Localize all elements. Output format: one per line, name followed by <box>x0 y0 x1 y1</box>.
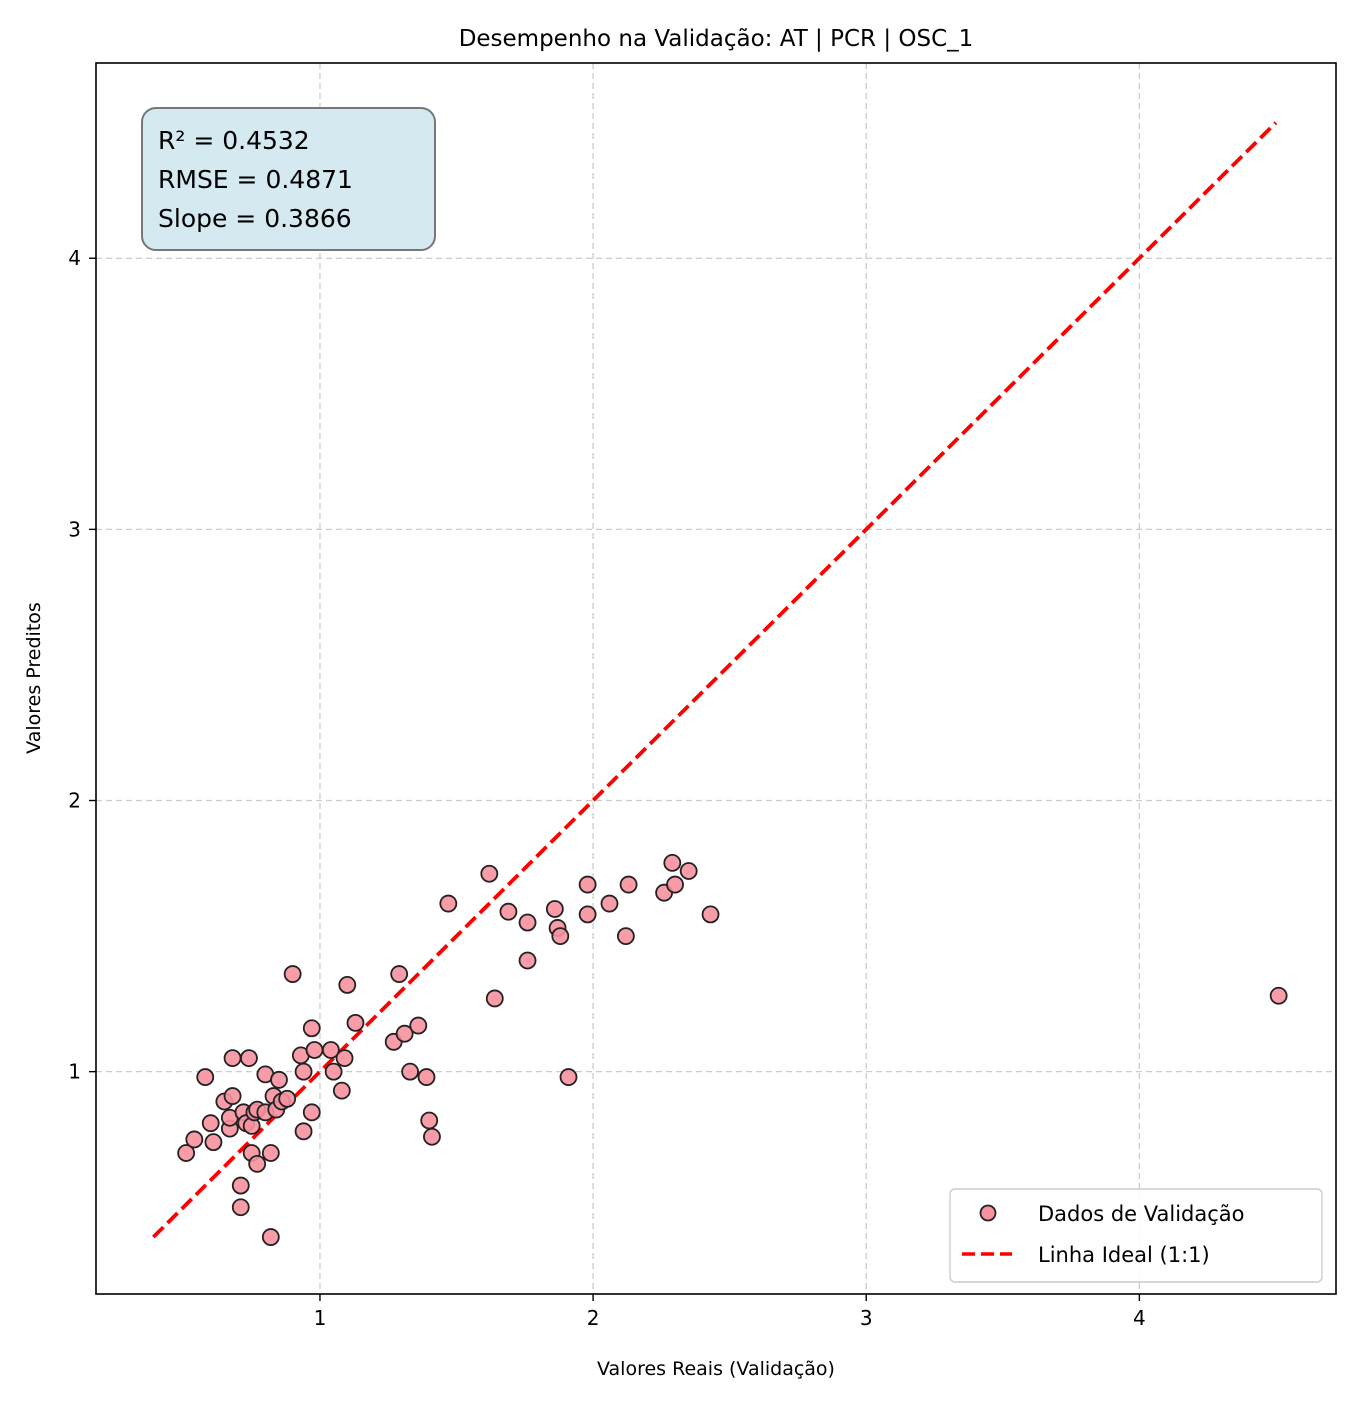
chart-title: Desempenho na Validação: AT | PCR | OSC_… <box>459 26 974 52</box>
legend-scatter-marker <box>979 1204 997 1222</box>
x-tick-label: 2 <box>587 1306 600 1330</box>
legend: Dados de Validação Linha Ideal (1:1) <box>949 1188 1323 1283</box>
data-point <box>578 875 597 894</box>
stats-r2: R² = 0.4532 <box>158 126 310 155</box>
data-point <box>518 913 537 932</box>
data-point <box>185 1130 204 1149</box>
data-point <box>551 927 570 945</box>
data-point <box>423 1127 441 1146</box>
data-point <box>231 1176 250 1195</box>
x-tick-label: 4 <box>1133 1306 1146 1330</box>
data-point <box>545 900 564 918</box>
data-point <box>302 1019 321 1038</box>
y-tick-label: 2 <box>68 789 81 813</box>
legend-label-validation: Dados de Validação <box>1038 1202 1245 1226</box>
data-point <box>223 1087 242 1105</box>
data-point <box>600 894 619 913</box>
data-point <box>321 1041 340 1059</box>
data-point <box>294 1062 313 1081</box>
data-point <box>409 1016 428 1035</box>
data-point <box>270 1070 288 1089</box>
data-point <box>302 1103 321 1122</box>
data-point <box>261 1144 280 1162</box>
data-point <box>439 894 458 913</box>
ideal-line-group <box>152 121 1278 1239</box>
stats-rmse: RMSE = 0.4871 <box>158 165 353 194</box>
x-tick-label: 3 <box>860 1306 873 1330</box>
ideal-line <box>152 121 1278 1239</box>
stats-slope: Slope = 0.3866 <box>158 204 352 233</box>
data-point <box>390 965 409 983</box>
data-point <box>335 1049 354 1068</box>
data-point <box>177 1144 196 1162</box>
data-point <box>666 875 684 894</box>
y-tick-label: 4 <box>68 246 81 270</box>
data-point <box>663 853 682 872</box>
data-point <box>701 905 720 924</box>
data-point <box>518 951 537 970</box>
grid-lines <box>96 63 1336 1294</box>
y-tick-label: 1 <box>68 1060 81 1084</box>
y-axis-ticks: 1 2 3 4 <box>68 246 96 1084</box>
data-point <box>420 1111 439 1130</box>
data-point <box>417 1068 436 1086</box>
data-point <box>240 1049 258 1068</box>
stats-box: R² = 0.4532 RMSE = 0.4871 Slope = 0.3866 <box>141 107 436 251</box>
data-points <box>177 853 1288 1246</box>
data-point <box>223 1049 242 1068</box>
data-point <box>283 965 302 983</box>
data-point <box>248 1154 267 1173</box>
data-point <box>305 1041 324 1059</box>
x-axis-ticks: 1 2 3 4 <box>314 1294 1146 1330</box>
x-tick-label: 1 <box>314 1306 327 1330</box>
data-point <box>346 1013 365 1032</box>
y-tick-label: 3 <box>68 517 81 541</box>
data-point <box>395 1024 414 1043</box>
data-point <box>338 975 357 994</box>
data-point <box>616 927 635 945</box>
y-axis-label: Valores Preditos <box>23 602 45 754</box>
data-point <box>1269 986 1288 1005</box>
data-point <box>578 905 597 924</box>
legend-label-ideal: Linha Ideal (1:1) <box>1038 1243 1210 1267</box>
data-point <box>559 1068 578 1086</box>
data-point <box>679 862 698 880</box>
data-point <box>401 1062 419 1081</box>
data-point <box>201 1114 220 1133</box>
x-axis-label: Valores Reais (Validação) <box>597 1358 835 1380</box>
data-point <box>480 864 499 883</box>
legend-frame <box>949 1188 1323 1283</box>
data-point <box>332 1081 351 1100</box>
data-point <box>196 1068 215 1086</box>
data-point <box>231 1198 250 1217</box>
stats-box-background <box>141 107 436 251</box>
data-point <box>619 875 638 894</box>
data-point <box>204 1133 223 1152</box>
data-point <box>324 1062 343 1081</box>
data-point <box>485 989 504 1008</box>
data-point <box>294 1122 313 1141</box>
data-point <box>499 902 518 921</box>
plot-area-frame <box>95 62 1337 1295</box>
data-point <box>278 1089 297 1108</box>
data-point <box>261 1228 280 1246</box>
